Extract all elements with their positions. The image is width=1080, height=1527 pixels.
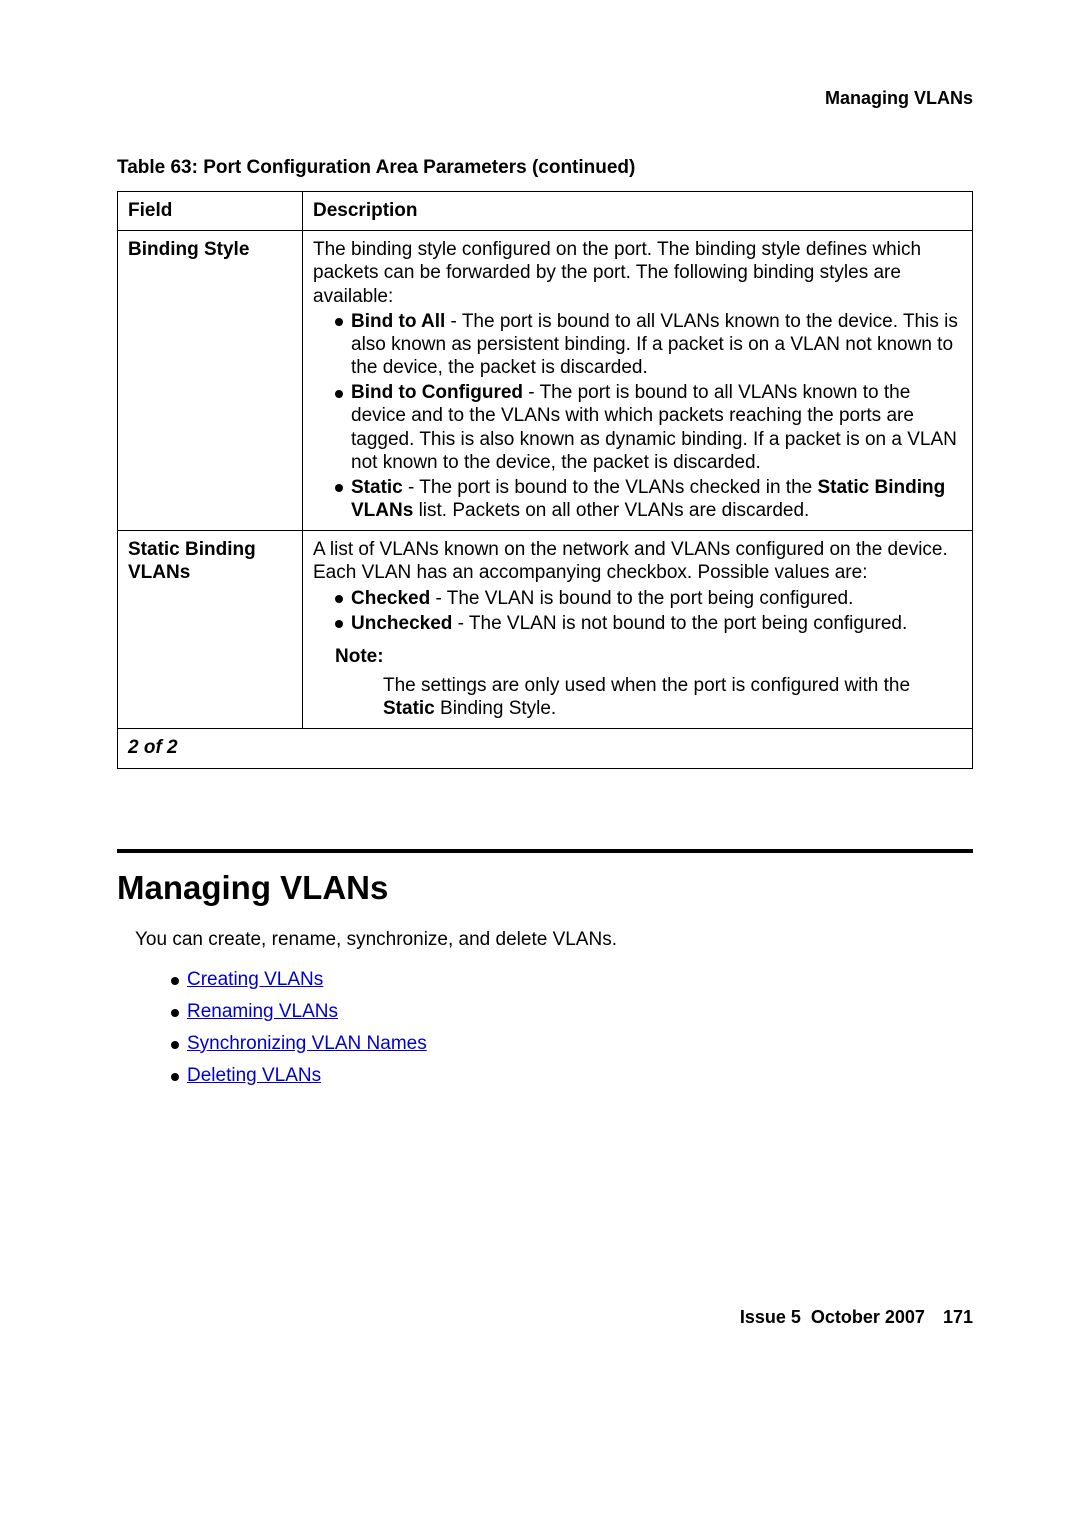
list-item: Synchronizing VLAN Names xyxy=(171,1033,973,1055)
page-header: Managing VLANs xyxy=(117,88,973,109)
section-links: Creating VLANs Renaming VLANs Synchroniz… xyxy=(117,969,973,1087)
desc-list: Checked - The VLAN is bound to the port … xyxy=(313,587,962,635)
item-bold: Bind to Configured xyxy=(351,382,523,403)
item-bold: Static xyxy=(351,477,403,498)
desc-list: Bind to All - The port is bound to all V… xyxy=(313,310,962,523)
desc-intro: The binding style configured on the port… xyxy=(313,239,921,306)
link-synchronizing-vlan-names[interactable]: Synchronizing VLAN Names xyxy=(187,1033,427,1054)
table-row: Static Binding VLANs A list of VLANs kno… xyxy=(118,531,973,729)
parameters-table: Field Description Binding Style The bind… xyxy=(117,191,973,769)
list-item: Static - The port is bound to the VLANs … xyxy=(335,476,962,522)
note-label: Note: xyxy=(313,645,962,668)
item-text2: list. Packets on all other VLANs are dis… xyxy=(413,500,809,521)
cell-field: Static Binding VLANs xyxy=(118,531,303,729)
field-label: Static Binding VLANs xyxy=(128,539,256,583)
note-post: Binding Style. xyxy=(435,698,556,719)
list-item: Bind to Configured - The port is bound t… xyxy=(335,381,962,474)
list-item: Deleting VLANs xyxy=(171,1065,973,1087)
desc-intro: A list of VLANs known on the network and… xyxy=(313,539,948,583)
field-label: Binding Style xyxy=(128,239,249,260)
footer-date: October 2007 xyxy=(811,1307,925,1327)
link-deleting-vlans[interactable]: Deleting VLANs xyxy=(187,1065,321,1086)
list-item: Unchecked - The VLAN is not bound to the… xyxy=(335,612,962,635)
footer-page: 171 xyxy=(943,1307,973,1327)
item-bold: Bind to All xyxy=(351,311,445,332)
list-item: Renaming VLANs xyxy=(171,1001,973,1023)
link-creating-vlans[interactable]: Creating VLANs xyxy=(187,969,323,990)
section-intro: You can create, rename, synchronize, and… xyxy=(117,929,973,951)
section-title: Managing VLANs xyxy=(117,869,973,907)
item-text: - The port is bound to the VLANs checked… xyxy=(403,477,818,498)
note-bold: Static xyxy=(383,698,435,719)
cell-description: A list of VLANs known on the network and… xyxy=(303,531,973,729)
note-pre: The settings are only used when the port… xyxy=(383,675,910,696)
item-bold: Checked xyxy=(351,588,430,609)
table-caption: Table 63: Port Configuration Area Parame… xyxy=(117,157,973,179)
pager-cell: 2 of 2 xyxy=(118,729,973,768)
th-description: Description xyxy=(303,192,973,231)
list-item: Checked - The VLAN is bound to the port … xyxy=(335,587,962,610)
link-renaming-vlans[interactable]: Renaming VLANs xyxy=(187,1001,338,1022)
list-item: Bind to All - The port is bound to all V… xyxy=(335,310,962,380)
page-footer: Issue 5 October 2007 171 xyxy=(117,1307,973,1328)
list-item: Creating VLANs xyxy=(171,969,973,991)
footer-issue: Issue 5 xyxy=(740,1307,801,1327)
cell-field: Binding Style xyxy=(118,231,303,531)
th-field: Field xyxy=(118,192,303,231)
cell-description: The binding style configured on the port… xyxy=(303,231,973,531)
pager-row: 2 of 2 xyxy=(118,729,973,768)
item-text: - The VLAN is not bound to the port bein… xyxy=(452,613,907,634)
table-row: Binding Style The binding style configur… xyxy=(118,231,973,531)
item-bold: Unchecked xyxy=(351,613,452,634)
item-text: - The VLAN is bound to the port being co… xyxy=(430,588,853,609)
note-body: The settings are only used when the port… xyxy=(313,674,962,720)
section-divider xyxy=(117,849,973,853)
